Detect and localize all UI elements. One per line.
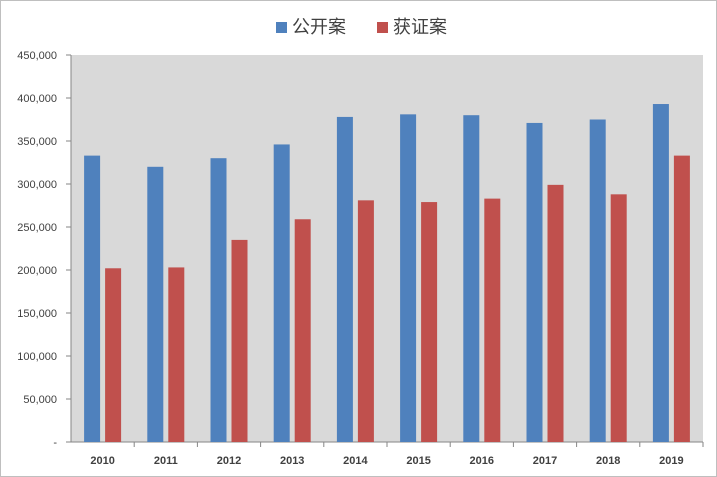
y-tick-label: 350,000 <box>17 136 57 148</box>
x-tick-label: 2018 <box>596 455 620 467</box>
bar-public-2019 <box>652 104 669 443</box>
bar-public-2016 <box>463 115 480 442</box>
bar-granted-2015 <box>421 202 438 442</box>
y-tick-label: 200,000 <box>17 265 57 277</box>
bar-public-2013 <box>273 144 290 442</box>
x-tick-label: 2011 <box>154 455 178 467</box>
bar-public-2017 <box>526 122 543 442</box>
legend-label: 公开案 <box>292 17 346 38</box>
y-tick-label: 300,000 <box>17 179 57 191</box>
y-tick-label: 50,000 <box>23 394 57 406</box>
y-tick-label: 150,000 <box>17 308 57 320</box>
y-tick-label: 400,000 <box>17 93 57 105</box>
bar-granted-2017 <box>547 184 564 443</box>
bar-public-2011 <box>147 166 164 443</box>
bar-granted-2011 <box>168 267 185 442</box>
x-tick-label: 2015 <box>406 455 430 467</box>
x-tick-label: 2014 <box>343 455 368 467</box>
x-axis-ticks: 2010 2011 2012 2013 2014 2015 2016 2017 2018 2019 <box>90 442 704 467</box>
bar-granted-2018 <box>610 194 627 442</box>
x-tick-label: 2012 <box>217 455 241 467</box>
y-tick-label: 100,000 <box>17 351 57 363</box>
legend-swatch <box>276 22 287 33</box>
x-tick-label: 2016 <box>470 455 494 467</box>
y-tick-label: - <box>53 437 57 449</box>
y-tick-label: 250,000 <box>17 222 57 234</box>
x-tick-label: 2010 <box>90 455 114 467</box>
bar-public-2012 <box>210 158 227 442</box>
y-tick-label: 450,000 <box>17 50 57 62</box>
legend-label: 获证案 <box>393 17 447 38</box>
bar-granted-2013 <box>294 219 311 442</box>
bar-granted-2016 <box>484 198 501 442</box>
plot-area <box>71 55 703 442</box>
bar-public-2014 <box>336 116 353 443</box>
bar-public-2018 <box>589 119 606 442</box>
y-axis-ticks: - 50,000 100,000 150,000 200,000 250,000 300,0… <box>17 50 71 449</box>
x-tick-label: 2013 <box>280 455 304 467</box>
bar-granted-2010 <box>105 268 122 442</box>
legend-swatch <box>377 22 388 33</box>
bars <box>84 104 690 443</box>
bar-public-2015 <box>400 114 417 442</box>
bar-granted-2019 <box>673 155 690 442</box>
bar-granted-2014 <box>357 200 374 442</box>
x-tick-label: 2017 <box>533 455 557 467</box>
bar-public-2010 <box>84 155 101 442</box>
x-tick-label: 2019 <box>659 455 683 467</box>
bar-granted-2012 <box>231 239 248 442</box>
legend: 公开案 获证案 <box>276 17 447 38</box>
